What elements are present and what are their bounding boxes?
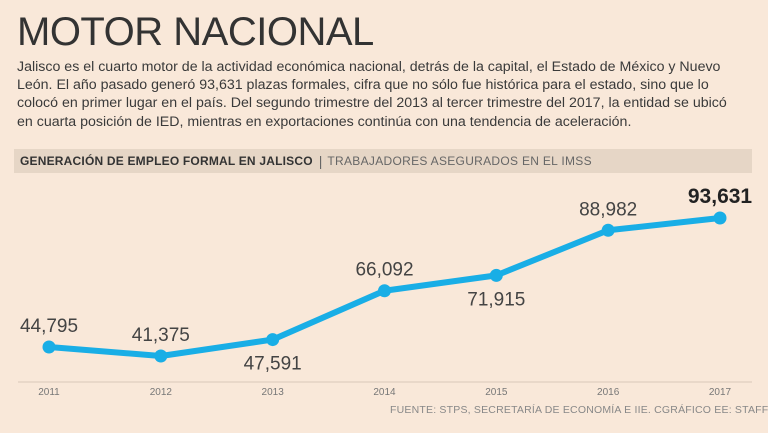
data-point-2015 (489, 268, 503, 282)
x-tick-2016: 2016 (597, 387, 620, 398)
data-label-2011: 44,795 (20, 316, 78, 337)
data-point-2016 (601, 223, 615, 237)
chart-header-bar: GENERACIÓN DE EMPLEO FORMAL EN JALISCO |… (14, 149, 752, 173)
data-point-2013 (266, 333, 280, 347)
x-tick-2015: 2015 (485, 387, 508, 398)
data-label-2016: 88,982 (579, 199, 637, 220)
chart-subtitle: TRABAJADORES ASEGURADOS EN EL IMSS (327, 154, 592, 168)
x-tick-2011: 2011 (38, 387, 60, 398)
data-label-2012: 41,375 (132, 325, 190, 346)
header-separator: | (318, 153, 323, 169)
x-tick-2013: 2013 (262, 387, 285, 398)
source-note: FUENTE: STPS, SECRETARÍA DE ECONOMÍA E I… (390, 404, 768, 416)
data-label-2014: 66,092 (355, 260, 413, 281)
data-point-2014 (378, 284, 391, 298)
data-label-2017: 93,631 (688, 185, 753, 208)
data-label-2013: 47,591 (244, 354, 302, 375)
lead-paragraph: Jalisco es el cuarto motor de la activid… (17, 59, 727, 130)
data-point-2011 (42, 340, 56, 354)
x-tick-2017: 2017 (709, 387, 732, 398)
x-tick-2012: 2012 (150, 387, 173, 398)
chart-title: GENERACIÓN DE EMPLEO FORMAL EN JALISCO (20, 154, 313, 168)
data-point-2012 (154, 349, 168, 363)
x-tick-2014: 2014 (373, 387, 396, 398)
data-label-2015: 71,915 (467, 289, 525, 310)
data-point-2017 (713, 211, 727, 225)
page-title: MOTOR NACIONAL (17, 10, 374, 54)
